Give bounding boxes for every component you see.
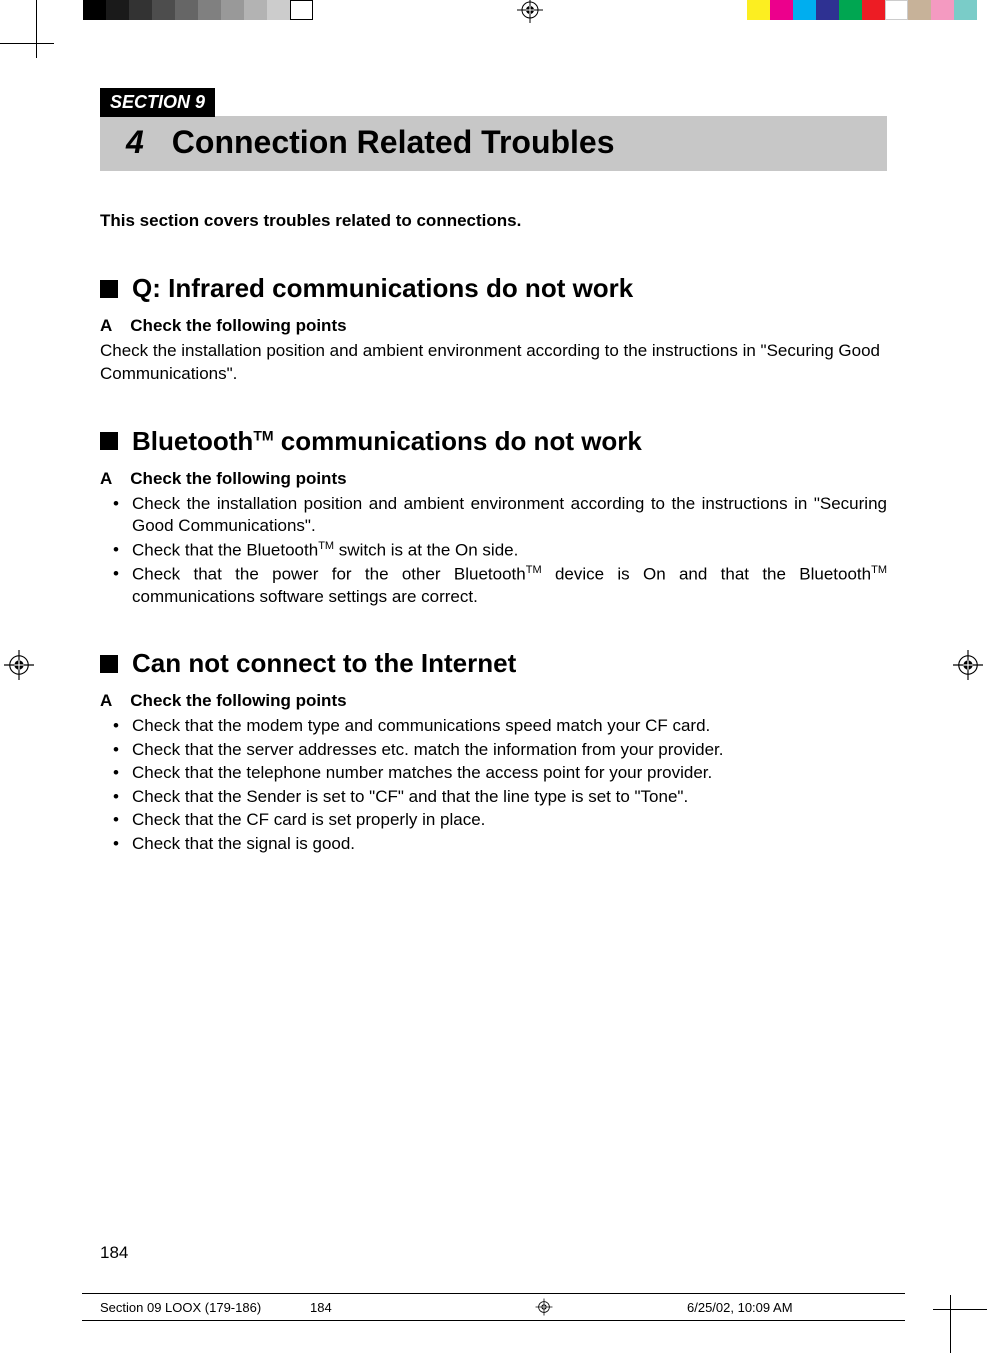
color-swatch <box>290 0 313 20</box>
color-swatch <box>221 0 244 20</box>
bullet-dot-icon: • <box>100 786 132 808</box>
crop-mark <box>905 1291 987 1353</box>
list-item-text: Check that the BluetoothTM switch is at … <box>132 539 887 562</box>
page-content: SECTION 9 4 Connection Related Troubles T… <box>82 60 905 1263</box>
bullet-square-icon <box>100 655 118 673</box>
color-swatch <box>931 0 954 20</box>
bullet-square-icon <box>100 280 118 298</box>
color-swatch <box>129 0 152 20</box>
question-heading-text: Q: Infrared communications do not work <box>132 273 633 304</box>
qa-block: BluetoothTM communications do not work AC… <box>100 426 887 609</box>
list-item-text: Check that the signal is good. <box>132 833 887 855</box>
color-swatch <box>839 0 862 20</box>
bullet-dot-icon: • <box>100 762 132 784</box>
list-item: •Check that the CF card is set properly … <box>100 809 887 831</box>
question-heading: Q: Infrared communications do not work <box>100 273 887 304</box>
registration-mark-icon <box>400 1297 687 1317</box>
bullet-dot-icon: • <box>100 833 132 855</box>
color-calibration-bar <box>83 0 977 20</box>
list-item-text: Check the installation position and ambi… <box>132 493 887 538</box>
question-heading-text: BluetoothTM communications do not work <box>132 426 642 457</box>
crop-mark <box>0 0 82 62</box>
question-heading: Can not connect to the Internet <box>100 648 887 679</box>
color-swatch <box>244 0 267 20</box>
list-item: •Check that the power for the other Blue… <box>100 563 887 609</box>
footer-slug: Section 09 LOOX (179-186) 184 6/25/02, 1… <box>82 1293 905 1321</box>
bullet-dot-icon: • <box>100 539 132 562</box>
title-number: 4 <box>126 124 144 160</box>
list-item-text: Check that the Sender is set to "CF" and… <box>132 786 887 808</box>
question-heading: BluetoothTM communications do not work <box>100 426 887 457</box>
color-swatch <box>106 0 129 20</box>
list-item-text: Check that the power for the other Bluet… <box>132 563 887 609</box>
answer-heading: ACheck the following points <box>100 469 887 489</box>
list-item: •Check the installation position and amb… <box>100 493 887 538</box>
color-swatch <box>954 0 977 20</box>
color-swatch <box>885 0 908 20</box>
slug-timestamp: 6/25/02, 10:09 AM <box>687 1300 887 1315</box>
slug-file: Section 09 LOOX (179-186) <box>100 1300 310 1315</box>
bullet-list: •Check the installation position and amb… <box>100 493 887 609</box>
registration-mark-icon <box>313 0 747 23</box>
color-swatch <box>816 0 839 20</box>
color-swatch <box>770 0 793 20</box>
bullet-dot-icon: • <box>100 739 132 761</box>
bullet-dot-icon: • <box>100 809 132 831</box>
list-item: •Check that the BluetoothTM switch is at… <box>100 539 887 562</box>
list-item-text: Check that the modem type and communicat… <box>132 715 887 737</box>
section-tag: SECTION 9 <box>100 88 215 117</box>
qa-block: Can not connect to the Internet ACheck th… <box>100 648 887 855</box>
bullet-dot-icon: • <box>100 493 132 538</box>
color-swatch <box>908 0 931 20</box>
bullet-list: •Check that the modem type and communica… <box>100 715 887 855</box>
intro-text: This section covers troubles related to … <box>100 211 887 231</box>
registration-mark-icon <box>953 650 983 685</box>
list-item: •Check that the Sender is set to "CF" an… <box>100 786 887 808</box>
list-item-text: Check that the telephone number matches … <box>132 762 887 784</box>
color-swatch <box>83 0 106 20</box>
color-swatch <box>862 0 885 20</box>
bullet-square-icon <box>100 432 118 450</box>
slug-page: 184 <box>310 1300 400 1315</box>
question-heading-text: Can not connect to the Internet <box>132 648 516 679</box>
color-swatch <box>198 0 221 20</box>
list-item: •Check that the telephone number matches… <box>100 762 887 784</box>
qa-block: Q: Infrared communications do not work AC… <box>100 273 887 386</box>
list-item-text: Check that the CF card is set properly i… <box>132 809 887 831</box>
list-item: •Check that the signal is good. <box>100 833 887 855</box>
color-swatch <box>152 0 175 20</box>
color-swatch <box>267 0 290 20</box>
answer-heading: ACheck the following points <box>100 316 887 336</box>
bullet-dot-icon: • <box>100 563 132 609</box>
color-swatch <box>793 0 816 20</box>
answer-heading: ACheck the following points <box>100 691 887 711</box>
page-number: 184 <box>100 1243 128 1263</box>
color-swatch <box>175 0 198 20</box>
answer-body: Check the installation position and ambi… <box>100 340 887 386</box>
registration-mark-icon <box>4 650 34 685</box>
list-item-text: Check that the server addresses etc. mat… <box>132 739 887 761</box>
title-text: Connection Related Troubles <box>172 124 615 160</box>
list-item: •Check that the modem type and communica… <box>100 715 887 737</box>
bullet-dot-icon: • <box>100 715 132 737</box>
list-item: •Check that the server addresses etc. ma… <box>100 739 887 761</box>
color-swatch <box>747 0 770 20</box>
page-title-bar: 4 Connection Related Troubles <box>100 116 887 171</box>
